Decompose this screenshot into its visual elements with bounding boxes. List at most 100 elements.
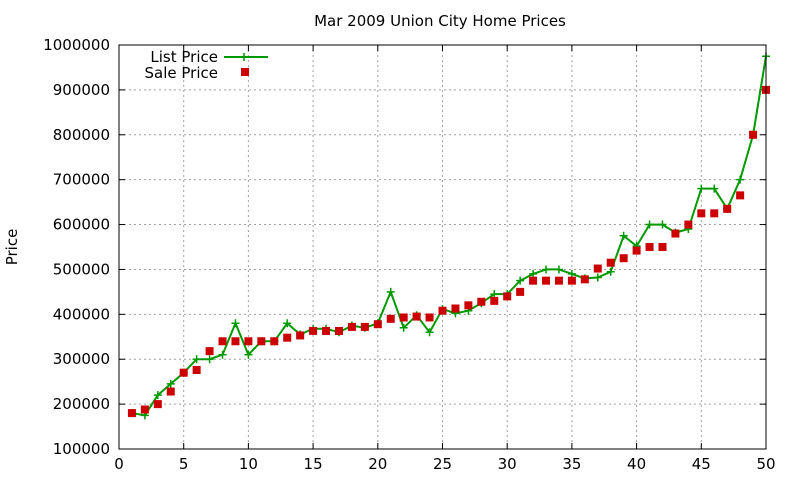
- list-price-point: [218, 350, 227, 359]
- sale-price-point: [477, 297, 486, 306]
- sale-price-point: [619, 254, 628, 263]
- sale-price-point: [373, 320, 382, 329]
- sale-price-point: [658, 243, 667, 251]
- list-price-point: [166, 379, 175, 388]
- sale-price-point: [503, 292, 512, 301]
- x-tick-label: 15: [304, 455, 323, 473]
- sale-price-point: [179, 368, 188, 377]
- plot-frame: [118, 44, 767, 450]
- legend-marker-list-price: [240, 53, 248, 61]
- sale-price-point: [593, 264, 602, 273]
- list-price-point: [386, 287, 395, 296]
- list-price-point: [153, 391, 162, 400]
- sale-price-point: [399, 313, 408, 322]
- list-price-point: [554, 265, 563, 274]
- x-tick-label: 35: [562, 455, 581, 473]
- x-tick-label: 50: [756, 455, 775, 473]
- list-price-point: [490, 290, 499, 299]
- x-tick-label: 25: [433, 455, 452, 473]
- sale-price-point: [671, 229, 680, 238]
- sale-price-point: [309, 326, 318, 335]
- sale-price-point: [606, 258, 615, 267]
- sale-price-point: [749, 130, 758, 139]
- list-price-point: [606, 267, 615, 276]
- list-price-point: [645, 220, 654, 229]
- y-tick-label: 200000: [53, 395, 110, 413]
- y-tick-label: 400000: [53, 305, 110, 323]
- sale-price-point: [529, 276, 538, 285]
- sale-price-point: [438, 306, 447, 315]
- series-sale-price: [127, 85, 770, 418]
- sale-price-point: [632, 246, 641, 255]
- sale-price-point: [542, 276, 551, 285]
- list-price-point: [593, 273, 602, 282]
- list-price-point: [231, 319, 240, 328]
- sale-price-point: [464, 301, 473, 310]
- sale-price-point: [567, 276, 576, 285]
- list-price-point: [697, 184, 706, 193]
- list-price-point: [244, 350, 253, 359]
- list-price-point: [205, 355, 214, 364]
- y-axis-label: Price: [3, 229, 21, 266]
- x-tick-label: 45: [692, 455, 711, 473]
- y-tick-label: 100000: [53, 440, 110, 458]
- list-price-point: [619, 231, 628, 240]
- y-tick-label: 900000: [53, 81, 110, 99]
- sale-price-point: [127, 409, 136, 418]
- sale-price-point: [554, 276, 563, 285]
- legend-marker-sale-price: [241, 68, 249, 76]
- sale-price-point: [140, 405, 149, 414]
- sale-price-point: [736, 191, 745, 200]
- sale-price-point: [516, 287, 525, 296]
- x-tick-label: 20: [368, 455, 387, 473]
- x-tick-label: 10: [239, 455, 258, 473]
- list-price-point: [516, 276, 525, 285]
- sale-price-point: [257, 337, 266, 346]
- list-price-point: [529, 269, 538, 278]
- sale-price-point: [166, 387, 175, 396]
- list-price-point: [192, 355, 201, 364]
- y-tick-labels: 100000 200000 300000 400000 500000 600000 7000…: [43, 36, 110, 458]
- sale-price-point: [231, 337, 240, 346]
- list-price-point: [736, 175, 745, 184]
- sale-price-point: [386, 314, 395, 323]
- list-price-point: [425, 328, 434, 337]
- sale-price-point: [723, 204, 732, 213]
- sale-price-point: [684, 220, 693, 229]
- sale-price-point: [153, 400, 162, 409]
- y-tick-label: 300000: [53, 350, 110, 368]
- list-price-point: [567, 269, 576, 278]
- x-tick-labels: 0 5 10 15 20 25 30 35 40 45 50: [114, 455, 775, 473]
- legend: List Price Sale Price: [145, 48, 268, 82]
- legend-label-list-price: List Price: [150, 48, 218, 66]
- y-tick-label: 1000000: [43, 36, 110, 54]
- y-tick-label: 800000: [53, 126, 110, 144]
- x-tick-label: 0: [114, 455, 124, 473]
- sale-price-point: [412, 312, 421, 321]
- sale-price-point: [205, 347, 214, 356]
- y-tick-label: 500000: [53, 260, 110, 278]
- sale-price-point: [645, 243, 654, 251]
- sale-price-point: [244, 337, 253, 346]
- sale-price-point: [218, 337, 227, 346]
- list-price-point: [283, 319, 292, 328]
- list-price-line: [131, 56, 767, 417]
- sale-price-point: [697, 209, 706, 218]
- chart-title: Mar 2009 Union City Home Prices: [314, 12, 566, 30]
- y-tick-label: 700000: [53, 171, 110, 189]
- sale-price-point: [334, 326, 343, 335]
- list-price-point: [399, 323, 408, 332]
- list-price-point: [658, 220, 667, 229]
- sale-price-point: [490, 296, 499, 305]
- sale-price-point: [360, 322, 369, 331]
- x-tick-label: 40: [627, 455, 646, 473]
- y-tick-label: 600000: [53, 216, 110, 234]
- sale-price-point: [580, 275, 589, 284]
- x-tick-label: 5: [179, 455, 189, 473]
- list-price-point: [542, 265, 551, 274]
- sale-price-point: [283, 333, 292, 342]
- sale-price-point: [710, 209, 719, 218]
- sale-price-point: [347, 322, 356, 331]
- sale-price-point: [270, 337, 279, 346]
